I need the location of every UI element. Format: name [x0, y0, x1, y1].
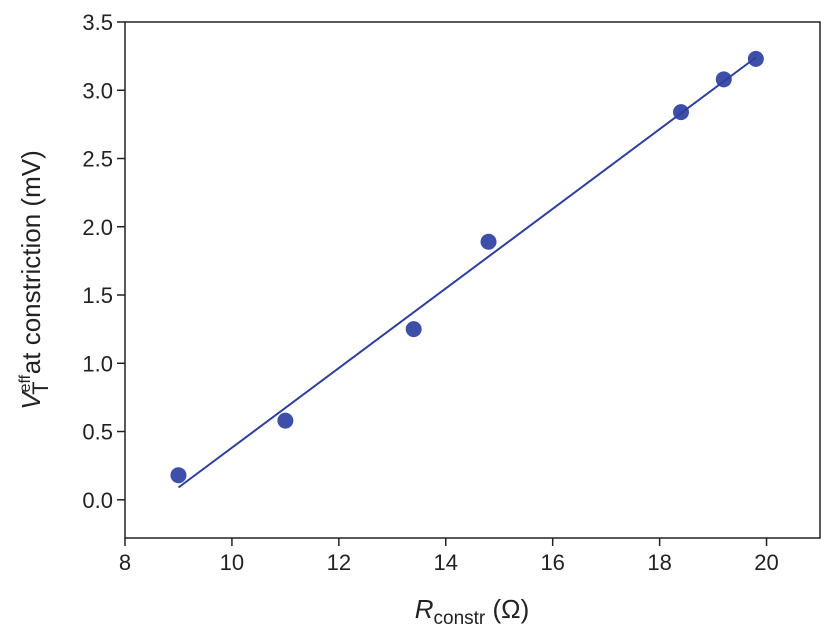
fit-line — [177, 56, 757, 489]
data-point — [170, 467, 187, 484]
x-tick-label: 12 — [327, 550, 351, 575]
x-tick-label: 20 — [754, 550, 778, 575]
plot-frame — [124, 21, 821, 539]
y-tick-label: 1.0 — [82, 351, 113, 376]
x-axis-label: Rconstr (Ω) — [415, 594, 530, 629]
x-label-rest: (Ω) — [485, 594, 529, 624]
y-label-main: V — [16, 390, 46, 410]
y-label-rest: at constriction (mV) — [16, 150, 46, 381]
data-point — [277, 412, 294, 429]
y-label-sup: eff — [17, 374, 34, 392]
data-point — [405, 321, 422, 338]
x-label-sub: constr — [434, 608, 486, 629]
x-tick-label: 16 — [540, 550, 564, 575]
y-tick-label: 3.0 — [82, 78, 113, 103]
x-tick-label: 14 — [434, 550, 458, 575]
y-tick-label: 3.5 — [82, 10, 113, 35]
y-tick-label: 0.0 — [82, 488, 113, 513]
y-tick-label: 2.0 — [82, 215, 113, 240]
y-label-sub: T — [28, 381, 53, 394]
x-tick-label: 8 — [119, 550, 131, 575]
y-tick-label: 0.5 — [82, 420, 113, 445]
y-axis-label: VeffT at constriction (mV) — [16, 150, 53, 409]
x-tick-label: 18 — [647, 550, 671, 575]
x-label-main: R — [415, 594, 434, 624]
x-tick-label: 10 — [220, 550, 244, 575]
data-point — [480, 233, 497, 250]
y-tick-label: 2.5 — [82, 147, 113, 172]
data-point — [747, 50, 764, 67]
y-tick-label: 1.5 — [82, 283, 113, 308]
